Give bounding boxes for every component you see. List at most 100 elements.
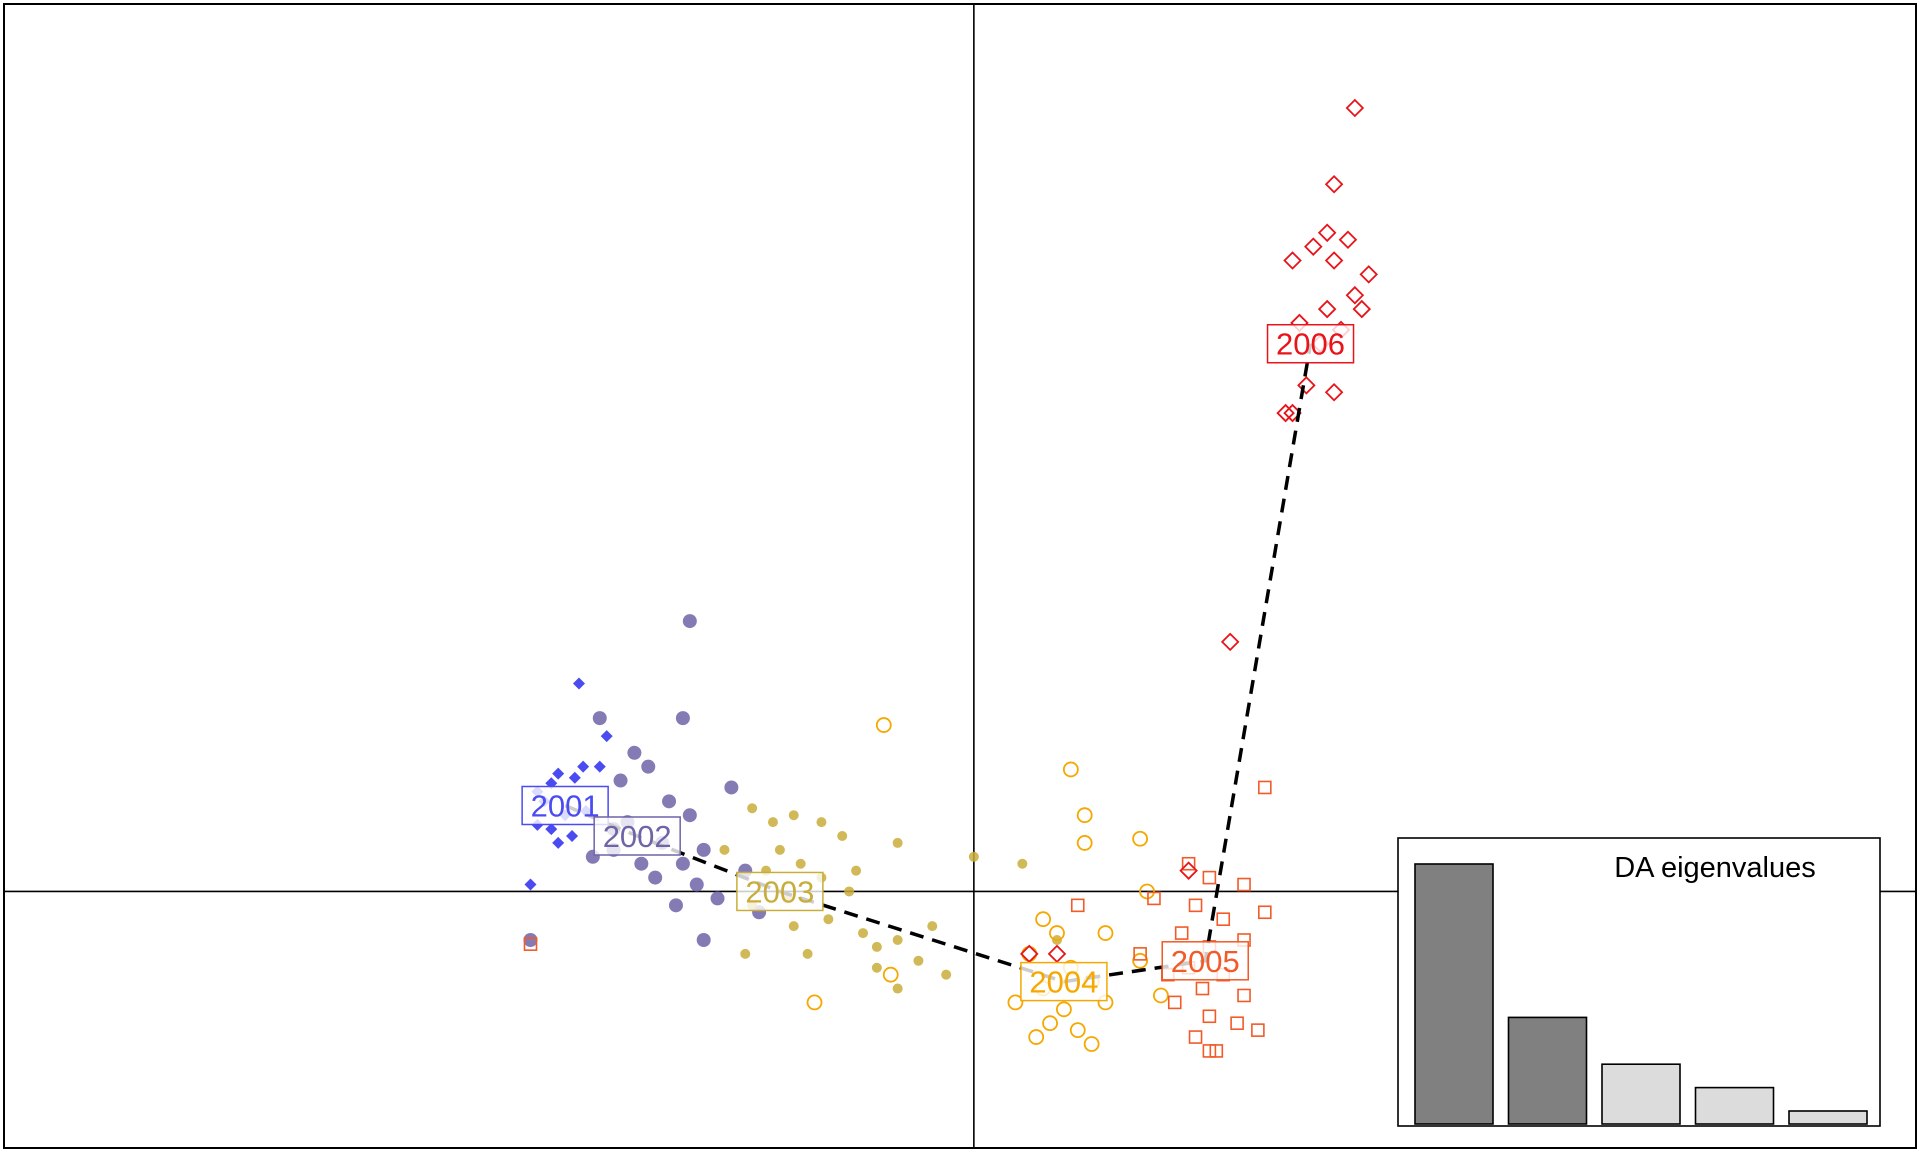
point-2002-5 bbox=[613, 773, 628, 788]
point-2005-11 bbox=[1195, 981, 1210, 996]
point-2003-5 bbox=[795, 858, 806, 869]
point-2005-21 bbox=[1133, 947, 1147, 961]
eigenvalue-bar-1 bbox=[1414, 863, 1494, 1125]
point-2005-18 bbox=[1209, 1044, 1224, 1058]
point-2001-7 bbox=[593, 760, 606, 773]
point-2003-19 bbox=[941, 969, 952, 980]
point-2006-0 bbox=[1345, 98, 1365, 118]
point-2003-13 bbox=[871, 941, 882, 952]
point-2006-9 bbox=[1317, 299, 1337, 319]
point-2004-5 bbox=[1139, 883, 1155, 900]
group-label-box-2005 bbox=[1161, 941, 1249, 981]
group-label-box-2003 bbox=[736, 871, 824, 912]
group-label-text-2001: 2001 bbox=[531, 788, 600, 823]
point-2005-16 bbox=[1251, 1023, 1265, 1037]
point-2004-23 bbox=[1097, 925, 1114, 941]
group-label-2003: 2003 bbox=[736, 871, 824, 912]
point-2006-6 bbox=[1283, 251, 1302, 270]
eigenvalues-inset-title: DA eigenvalues bbox=[1614, 852, 1816, 884]
point-2004-15 bbox=[1042, 1015, 1058, 1032]
point-2002-21 bbox=[523, 933, 538, 947]
point-2006-17 bbox=[1179, 861, 1198, 880]
point-2002-8 bbox=[682, 808, 697, 823]
group-label-2001: 2001 bbox=[521, 785, 609, 826]
point-2003-29 bbox=[892, 983, 903, 994]
point-2005-6 bbox=[1174, 926, 1189, 940]
point-2004-0 bbox=[875, 717, 892, 733]
point-2004-18 bbox=[1083, 1036, 1100, 1052]
point-2002-3 bbox=[627, 745, 642, 760]
point-2001-1 bbox=[600, 730, 613, 743]
point-2006-1 bbox=[1324, 174, 1344, 194]
group-label-2005: 2005 bbox=[1161, 941, 1249, 981]
eigenvalue-bar-2 bbox=[1507, 1016, 1588, 1125]
point-2006-8 bbox=[1345, 285, 1365, 305]
point-2005-24 bbox=[1070, 898, 1085, 913]
point-2003-25 bbox=[767, 817, 778, 828]
point-2004-3 bbox=[1076, 835, 1093, 851]
point-2005-4 bbox=[1188, 898, 1203, 913]
point-2003-23 bbox=[892, 837, 903, 848]
point-2003-2 bbox=[816, 817, 827, 828]
point-2006-14 bbox=[1276, 403, 1295, 423]
point-2003-21 bbox=[968, 851, 979, 862]
point-2006-15 bbox=[1324, 382, 1344, 402]
point-2005-23 bbox=[1147, 891, 1161, 906]
point-2005-14 bbox=[1202, 1009, 1217, 1024]
group-label-box-2002 bbox=[593, 816, 681, 856]
point-2005-5 bbox=[1216, 912, 1231, 927]
point-2005-1 bbox=[1181, 856, 1196, 871]
point-2001-2 bbox=[577, 760, 590, 773]
point-2003-1 bbox=[788, 810, 799, 821]
point-2002-7 bbox=[662, 794, 677, 809]
point-2005-12 bbox=[1237, 988, 1251, 1003]
point-2002-1 bbox=[592, 711, 607, 726]
point-2004-20 bbox=[1152, 987, 1169, 1004]
point-2003-18 bbox=[913, 955, 924, 966]
point-2001-14 bbox=[552, 836, 565, 849]
point-2002-20 bbox=[696, 933, 711, 947]
point-2001-3 bbox=[552, 767, 565, 780]
point-2002-19 bbox=[668, 898, 683, 913]
point-2006-12 bbox=[1297, 376, 1316, 395]
point-2006-5 bbox=[1324, 251, 1344, 270]
point-2006-7 bbox=[1359, 265, 1378, 284]
point-2006-2 bbox=[1317, 223, 1337, 243]
point-2003-17 bbox=[892, 935, 903, 945]
point-2002-15 bbox=[689, 877, 704, 892]
point-2005-15 bbox=[1230, 1016, 1244, 1031]
point-2004-4 bbox=[1132, 830, 1149, 847]
group-label-2002: 2002 bbox=[593, 816, 681, 856]
point-2006-3 bbox=[1338, 230, 1358, 250]
point-2001-4 bbox=[568, 771, 581, 784]
point-2005-2 bbox=[1202, 870, 1217, 885]
point-2003-22 bbox=[1017, 858, 1028, 869]
point-2004-16 bbox=[1069, 1022, 1086, 1039]
point-2005-13 bbox=[1167, 995, 1182, 1010]
point-2003-26 bbox=[719, 844, 730, 855]
point-2004-1 bbox=[1062, 761, 1079, 778]
point-2003-0 bbox=[747, 803, 758, 814]
point-2003-3 bbox=[837, 831, 848, 841]
point-2006-20 bbox=[1352, 299, 1372, 319]
point-2004-7 bbox=[1049, 925, 1065, 941]
point-2004-19 bbox=[1132, 952, 1149, 969]
point-2004-22 bbox=[882, 966, 899, 983]
point-2003-24 bbox=[844, 886, 855, 897]
point-2004-21 bbox=[806, 994, 823, 1011]
group-label-2006: 2006 bbox=[1266, 323, 1355, 364]
point-2002-18 bbox=[634, 856, 649, 871]
group-label-box-2004 bbox=[1020, 961, 1108, 1002]
point-2002-14 bbox=[696, 842, 711, 857]
group-label-text-2002: 2002 bbox=[603, 819, 672, 854]
point-2006-4 bbox=[1304, 237, 1323, 256]
point-2004-12 bbox=[1056, 1001, 1072, 1018]
point-2002-6 bbox=[724, 780, 739, 795]
point-2001-0 bbox=[572, 677, 585, 690]
point-2004-6 bbox=[1035, 911, 1052, 928]
point-2002-12 bbox=[648, 870, 663, 885]
eigenvalue-bar-4 bbox=[1694, 1086, 1775, 1125]
point-2003-16 bbox=[802, 948, 813, 959]
point-2006-16 bbox=[1220, 632, 1240, 652]
